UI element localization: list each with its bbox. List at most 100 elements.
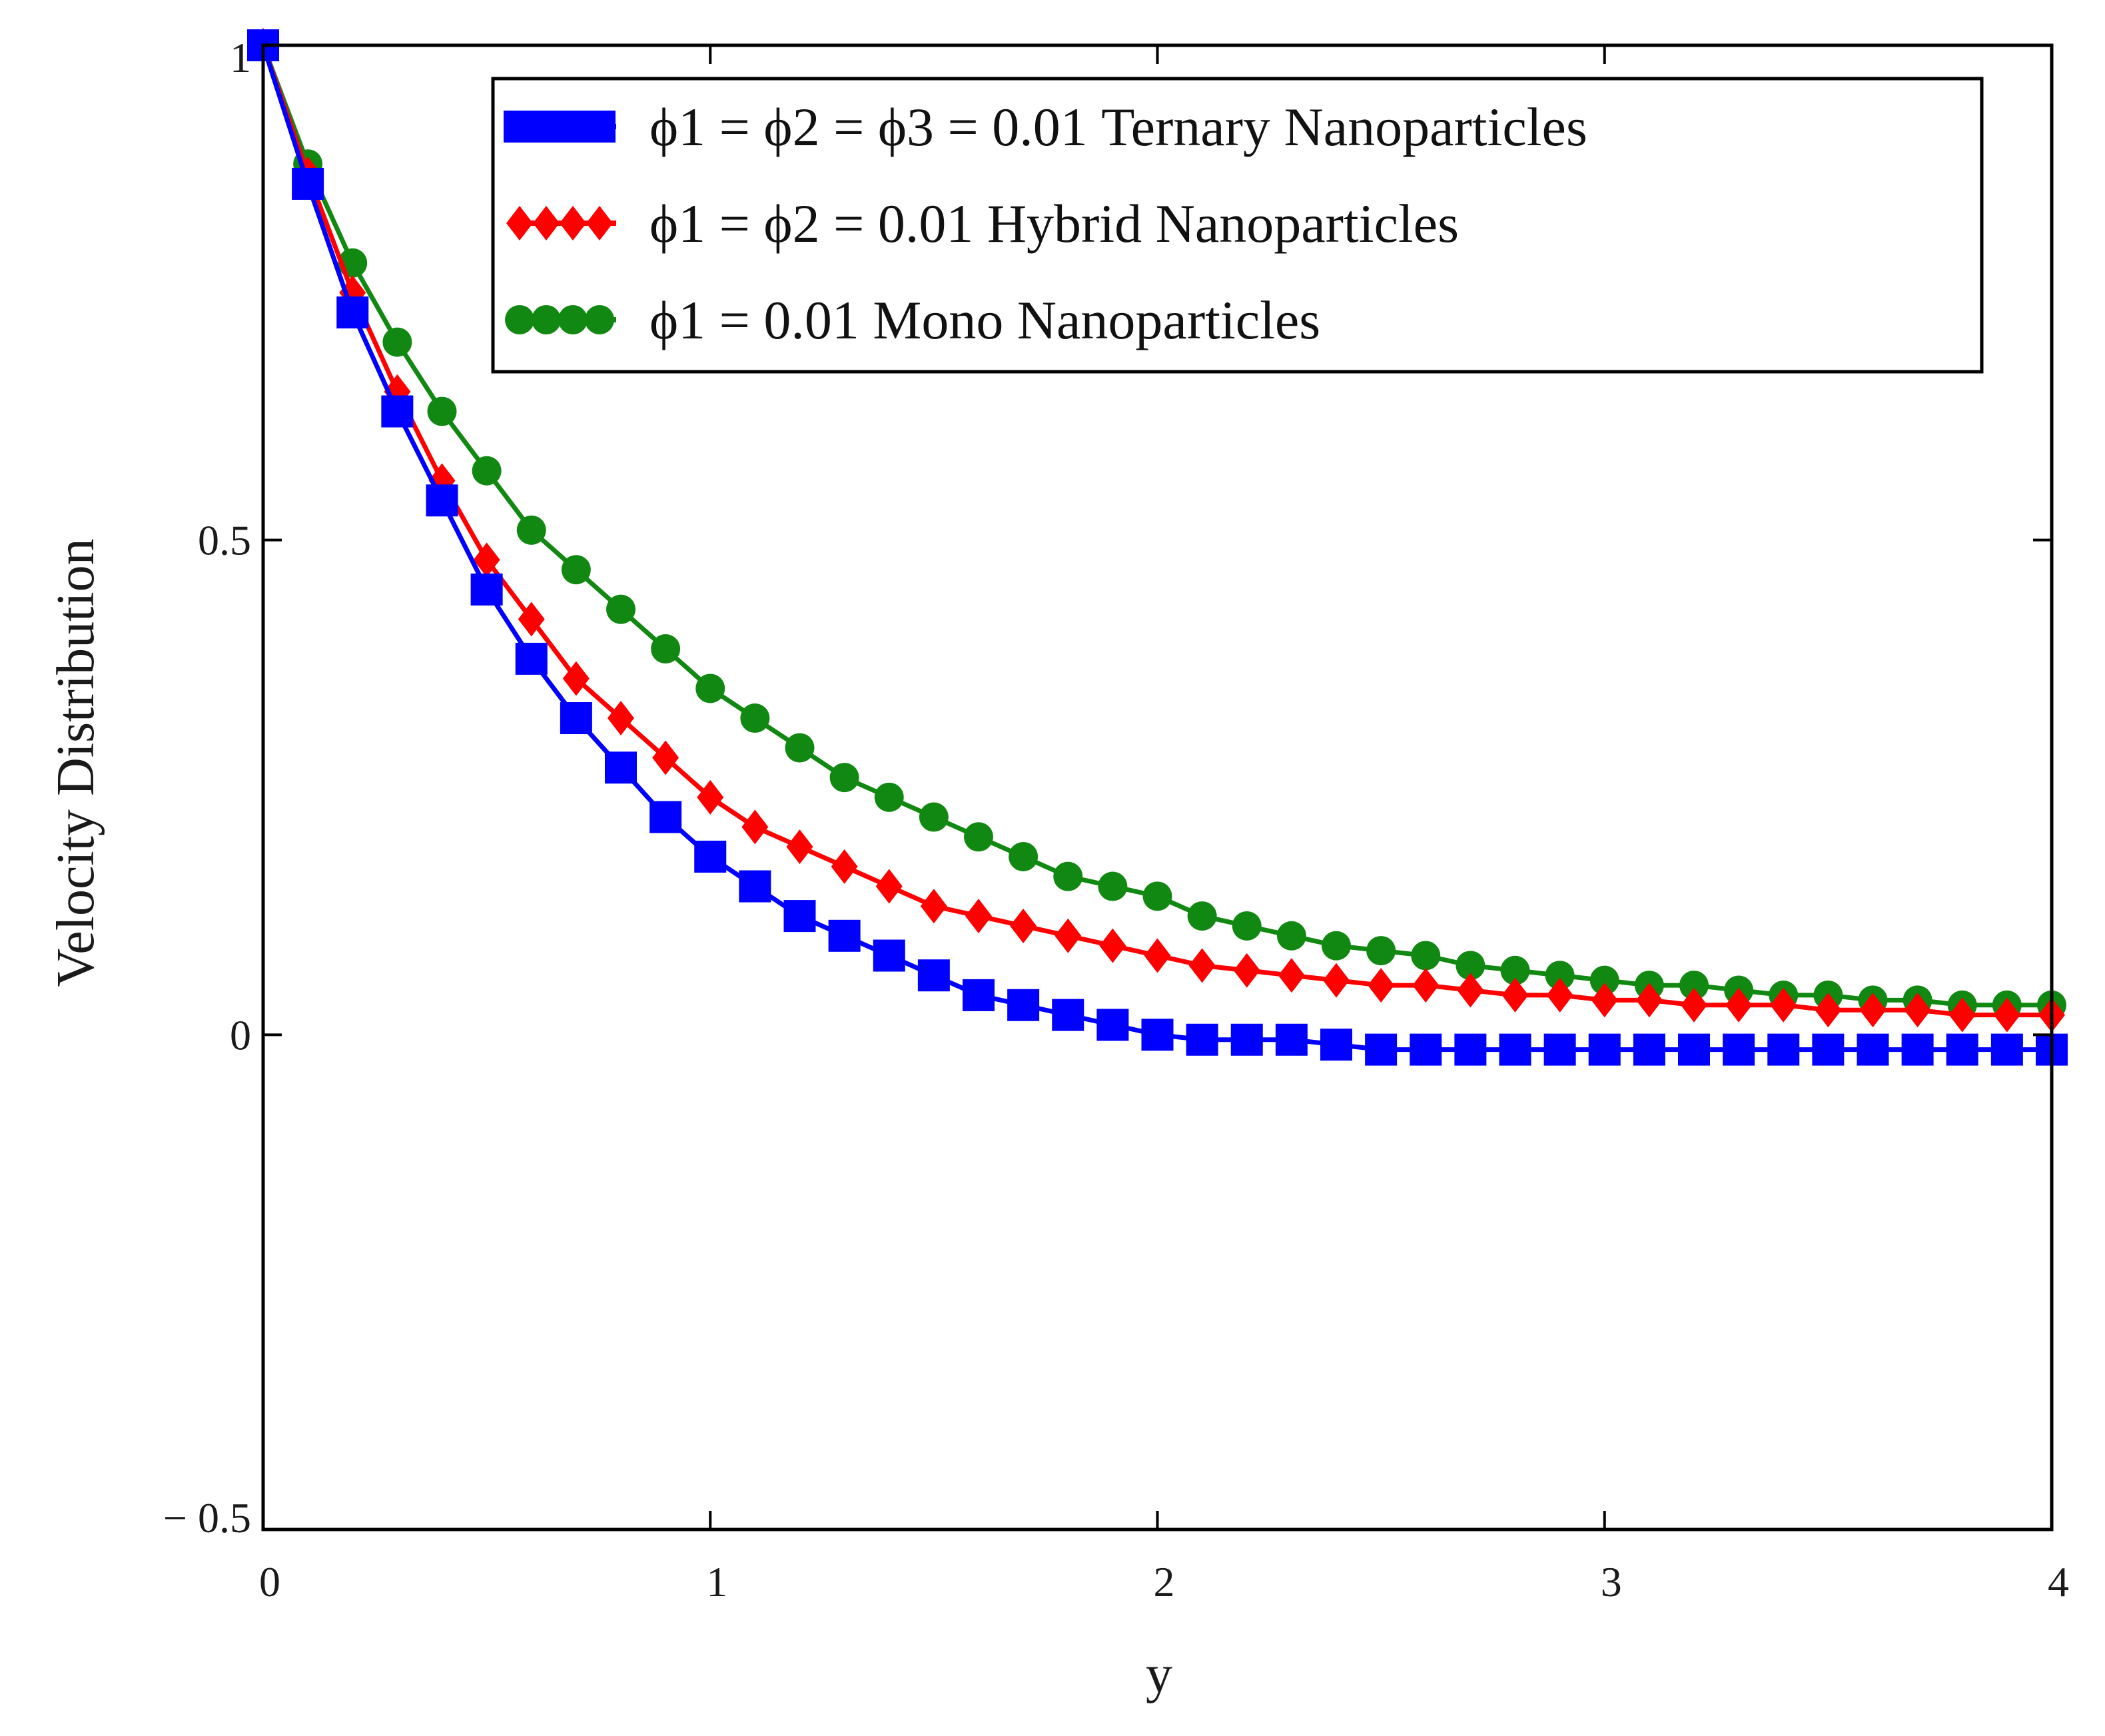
data-point	[1499, 1033, 1531, 1066]
legend-swatch-marker	[558, 305, 588, 334]
data-point	[829, 763, 859, 793]
data-point	[1142, 881, 1172, 911]
data-point	[1815, 993, 1842, 1028]
series-2	[248, 31, 2066, 1020]
data-point	[1812, 1033, 1845, 1066]
data-point	[381, 395, 414, 428]
data-point	[694, 840, 727, 873]
data-point	[1410, 1033, 1442, 1066]
data-point	[919, 802, 949, 832]
data-point	[828, 919, 861, 952]
data-point	[382, 327, 412, 357]
data-point	[1099, 928, 1126, 963]
data-point	[1323, 963, 1350, 998]
data-point	[1412, 968, 1440, 1003]
data-point	[1053, 861, 1083, 891]
data-point	[1186, 1023, 1218, 1056]
legend-swatch-marker	[584, 111, 616, 143]
data-point	[1679, 971, 1709, 1001]
data-point	[518, 602, 545, 637]
data-point	[964, 822, 993, 852]
data-point	[652, 740, 679, 775]
legend-swatch-marker	[506, 206, 533, 240]
data-point	[560, 702, 592, 735]
y-tick-label: 1	[230, 34, 251, 81]
legend-entry-2: ϕ1 = 0.01 Mono Nanoparticles	[505, 290, 1320, 350]
data-point	[1007, 989, 1040, 1021]
x-tick-label: 2	[1154, 1558, 1175, 1605]
data-point	[1681, 987, 1707, 1023]
series-1	[250, 28, 2065, 1033]
data-point	[516, 515, 546, 545]
data-point	[1322, 931, 1351, 961]
data-point	[608, 701, 634, 736]
x-tick-label: 3	[1601, 1558, 1622, 1605]
data-point	[1948, 997, 1976, 1033]
data-point	[1276, 921, 1306, 951]
legend-swatch-marker	[505, 305, 534, 334]
data-point	[1901, 1033, 1934, 1066]
data-point	[740, 703, 770, 733]
legend-swatch-marker	[586, 206, 613, 240]
data-point	[427, 396, 457, 426]
data-point	[1275, 1023, 1308, 1056]
data-point	[1946, 1033, 1978, 1066]
data-point	[1456, 951, 1485, 981]
data-point	[1187, 901, 1217, 931]
data-point	[1588, 1033, 1621, 1066]
data-point	[1589, 965, 1619, 995]
data-point	[651, 634, 681, 664]
data-point	[1098, 871, 1128, 901]
data-point	[1141, 1019, 1174, 1051]
data-point	[336, 296, 369, 329]
data-point	[1411, 941, 1441, 971]
data-point	[1454, 1033, 1487, 1066]
data-point	[1365, 1033, 1398, 1066]
data-point	[1543, 1033, 1576, 1066]
plot-area	[247, 28, 2068, 1066]
data-point	[1320, 1029, 1352, 1061]
legend-swatch-marker	[532, 305, 561, 334]
data-point	[1501, 977, 1529, 1013]
data-point	[1723, 1033, 1755, 1066]
legend-entry-0: ϕ1 = ϕ2 = ϕ3 = 0.01 Ternary Nanoparticle…	[504, 97, 1587, 157]
data-point	[562, 661, 590, 696]
data-point	[1859, 993, 1887, 1028]
data-point	[917, 959, 950, 992]
data-point	[874, 782, 904, 812]
legend-swatch-marker	[585, 305, 614, 334]
y-tick-label: − 0.5	[163, 1494, 251, 1541]
data-point	[1500, 955, 1530, 985]
data-point	[1725, 987, 1753, 1023]
data-point	[1052, 999, 1084, 1031]
data-point	[1054, 918, 1082, 953]
legend-swatch-marker	[533, 206, 560, 240]
data-point	[1633, 1033, 1665, 1066]
legend: ϕ1 = ϕ2 = ϕ3 = 0.01 Ternary Nanoparticle…	[491, 77, 1984, 374]
y-axis-title: Velocity Distribution	[47, 538, 105, 987]
legend-entry-1: ϕ1 = ϕ2 = 0.01 Hybrid Nanoparticles	[506, 193, 1459, 254]
data-point	[1990, 1033, 2023, 1066]
data-point	[739, 870, 771, 903]
x-axis-title: y	[1146, 1645, 1172, 1704]
data-point	[873, 939, 905, 972]
data-point	[292, 167, 324, 200]
data-point	[515, 642, 548, 675]
data-point	[1591, 983, 1618, 1018]
data-point	[786, 829, 813, 865]
data-point	[1457, 973, 1484, 1008]
series-0	[247, 29, 2068, 1066]
data-point	[1770, 987, 1797, 1023]
data-point	[472, 456, 502, 486]
legend-label: ϕ1 = ϕ2 = ϕ3 = 0.01 Ternary Nanoparticle…	[649, 97, 1587, 157]
data-point	[1857, 1033, 1889, 1066]
data-point	[473, 542, 500, 578]
axes: 0 1 2 3 4− 0.500.51	[163, 34, 2069, 1605]
data-point	[426, 484, 458, 517]
data-point	[1678, 1033, 1710, 1066]
data-point	[697, 779, 724, 815]
data-point	[1233, 953, 1260, 988]
data-point	[1767, 1033, 1800, 1066]
x-tick-label: 1	[706, 1558, 727, 1605]
data-point	[963, 979, 995, 1011]
